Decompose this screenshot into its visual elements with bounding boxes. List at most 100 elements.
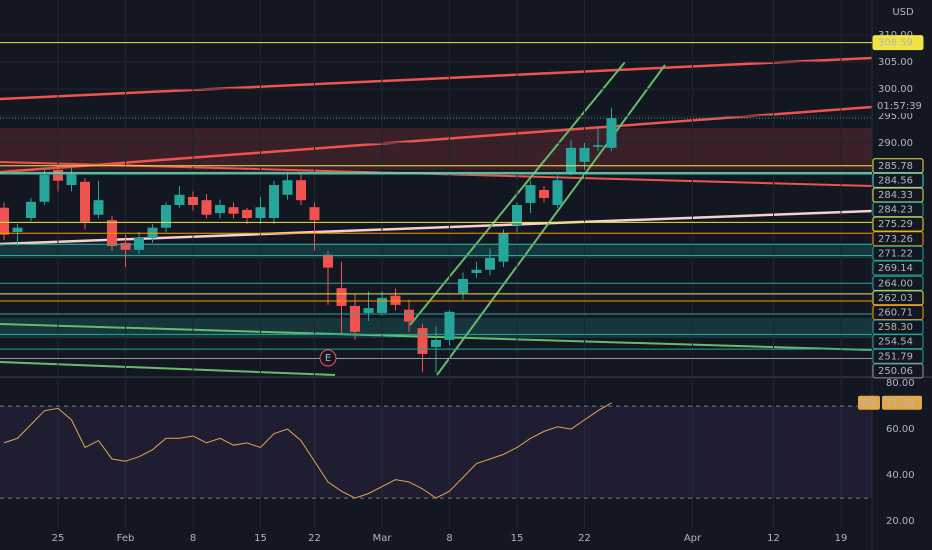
candle-body	[525, 185, 536, 203]
candle-body	[161, 205, 171, 228]
rsi-band	[0, 406, 872, 499]
candle-body	[471, 269, 482, 274]
level-label: 308.59	[878, 38, 913, 49]
candle-body	[498, 233, 509, 262]
x-tick-label: 19	[835, 533, 848, 544]
level-label-box	[872, 158, 924, 174]
level-label-box	[872, 275, 924, 291]
level-label-box	[872, 260, 924, 276]
rsi-name-box	[858, 395, 880, 410]
candle-body	[66, 173, 77, 186]
x-tick-label: 22	[578, 533, 591, 544]
demand-zone	[0, 243, 872, 258]
countdown-box	[873, 99, 928, 114]
x-tick-label: 25	[52, 533, 65, 544]
candle-body	[579, 147, 590, 162]
rsi-name: RSI	[861, 398, 877, 409]
y-tick-label: 290.00	[878, 138, 913, 149]
candle-body	[606, 118, 617, 148]
drawings	[0, 56, 873, 376]
rsi-value: 71.43	[886, 398, 915, 409]
level-label: 284.33	[878, 190, 913, 201]
trend-line	[0, 361, 336, 376]
level-label-box	[872, 35, 924, 51]
candle-body	[174, 194, 185, 206]
channel-line	[436, 64, 666, 376]
level-label: 251.79	[878, 351, 913, 362]
level-label-box	[872, 216, 924, 232]
candle-body	[39, 174, 50, 202]
candle-body	[188, 196, 198, 206]
x-tick-label: Mar	[373, 533, 393, 544]
countdown: 01:57:39	[877, 101, 922, 112]
candle-body	[458, 278, 468, 293]
candle-body	[201, 200, 212, 215]
candle-body	[552, 180, 563, 206]
level-label: 254.54	[878, 337, 913, 348]
candle-body	[0, 207, 9, 235]
candle-body	[512, 205, 522, 225]
x-tick-label: 8	[190, 533, 196, 544]
candle-body	[336, 288, 347, 306]
level-label: 250.06	[878, 366, 913, 377]
x-tick-label: Apr	[684, 533, 702, 544]
level-label: 284.56	[878, 175, 913, 186]
level-label: 264.00	[878, 278, 913, 289]
y-tick-label: 300.00	[878, 84, 913, 95]
event-marker	[319, 349, 337, 367]
y-tick-label: 80.00	[886, 378, 915, 389]
level-label-box	[872, 231, 924, 247]
candle-body	[120, 242, 131, 250]
x-tick-label: 8	[446, 533, 452, 544]
candle-body	[282, 180, 293, 195]
candle-body	[242, 209, 252, 218]
level-label-box	[872, 202, 924, 218]
candle-body	[417, 328, 428, 354]
supply-zone	[0, 128, 872, 170]
x-tick-label: 15	[254, 533, 267, 544]
level-label-box	[872, 172, 924, 188]
x-tick-label: 12	[767, 533, 780, 544]
candle-body	[53, 169, 63, 181]
candle-body	[215, 205, 225, 214]
candle-body	[363, 308, 374, 313]
candle-body	[80, 181, 90, 222]
candle-body	[323, 254, 333, 268]
level-label: 285.78	[878, 161, 913, 172]
x-tick-label: 15	[511, 533, 524, 544]
candle-body	[12, 227, 23, 233]
level-label-box	[872, 348, 924, 364]
level-label: 273.26	[878, 234, 913, 245]
y-tick-label: 305.00	[878, 57, 913, 68]
level-label-box	[872, 290, 924, 306]
trend-line	[0, 56, 873, 101]
level-label: 260.71	[878, 307, 913, 318]
candle-body	[255, 207, 266, 218]
candle-body	[350, 305, 360, 332]
candle-body	[269, 185, 279, 218]
candle-body	[309, 207, 320, 221]
candle-body	[377, 297, 387, 313]
candle-body	[444, 311, 455, 340]
candle-body	[539, 189, 549, 199]
candle-body	[228, 207, 239, 214]
level-label: 271.22	[878, 248, 913, 259]
trend-line	[0, 209, 873, 246]
candle-body	[93, 200, 104, 215]
currency-label: USD	[892, 7, 914, 18]
y-tick-label: 295.00	[878, 111, 913, 122]
candle-body	[296, 180, 306, 201]
rsi-line	[3, 402, 612, 499]
level-label-box	[872, 363, 924, 379]
level-label: 258.30	[878, 322, 913, 333]
level-label-box	[872, 187, 924, 203]
candle-body	[431, 339, 441, 347]
candle-body	[26, 201, 36, 218]
level-label: 284.23	[878, 205, 913, 216]
level-label: 262.03	[878, 293, 913, 304]
x-tick-label: Feb	[117, 533, 135, 544]
candle-body	[390, 295, 401, 305]
y-tick-label: 40.00	[886, 470, 915, 481]
candle-body	[485, 257, 495, 270]
